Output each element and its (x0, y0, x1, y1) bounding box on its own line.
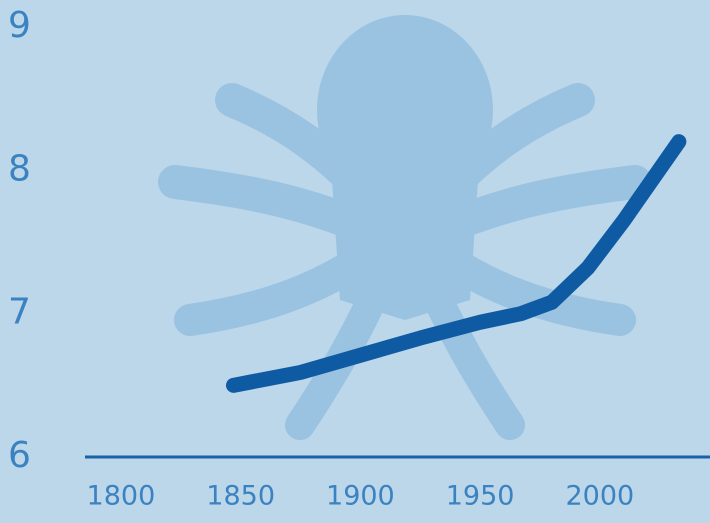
x-tick-label: 1900 (326, 481, 395, 512)
y-tick-label: 8 (8, 148, 31, 189)
data-line (225, 134, 687, 393)
y-tick-label: 6 (8, 435, 31, 476)
x-tick-label: 1950 (446, 481, 515, 512)
x-tick-label: 1850 (206, 481, 275, 512)
x-tick-label: 1800 (87, 481, 156, 512)
y-tick-label: 7 (8, 292, 31, 333)
y-tick-label: 9 (8, 5, 31, 46)
octopus-body (317, 15, 493, 320)
x-tick-label: 2000 (565, 481, 634, 512)
